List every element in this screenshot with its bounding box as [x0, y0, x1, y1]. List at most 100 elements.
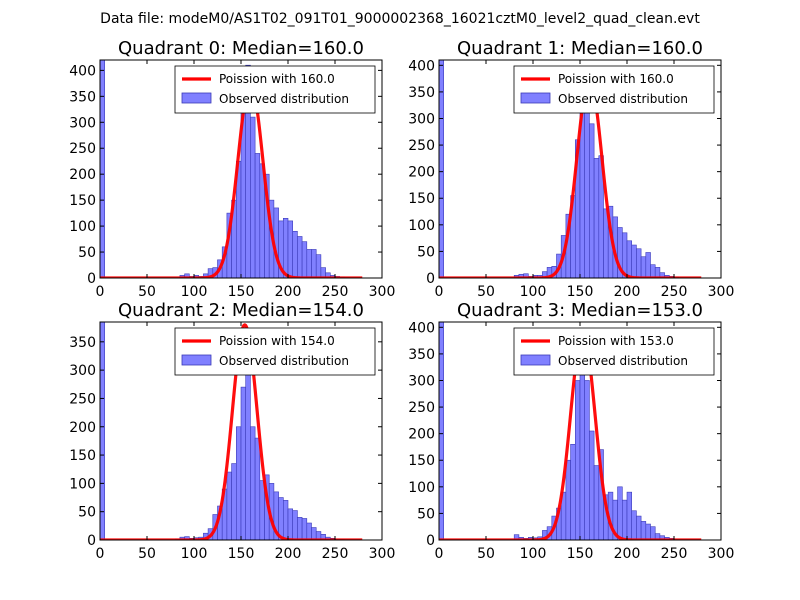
x-tick-label: 300 — [708, 546, 735, 562]
y-tick-label: 400 — [408, 58, 435, 74]
histogram-bar — [231, 463, 237, 540]
legend-poisson-label: Poission with 160.0 — [558, 72, 674, 86]
poisson-curve — [439, 331, 702, 540]
x-tick-label: 0 — [435, 284, 444, 300]
histogram-bar — [301, 241, 308, 278]
y-tick-label: 400 — [408, 320, 435, 336]
legend: Poission with 153.0 Observed distribution — [513, 327, 715, 376]
y-tick-label: 50 — [78, 245, 96, 261]
histogram-bar — [226, 471, 232, 540]
y-tick-label: 0 — [87, 271, 96, 287]
x-tick-label: 200 — [614, 546, 641, 562]
y-tick-label: 50 — [417, 244, 435, 260]
legend-box — [513, 65, 715, 114]
histogram-bar — [254, 437, 261, 540]
histogram-bar — [626, 240, 632, 278]
histogram-bar — [245, 364, 251, 540]
x-tick-label: 300 — [369, 546, 396, 562]
histogram-bar — [282, 218, 289, 278]
y-tick-label: 200 — [69, 167, 96, 183]
histogram-bar — [100, 60, 105, 278]
y-tick-label: 350 — [69, 335, 96, 351]
x-tick-label: 150 — [228, 546, 255, 562]
histogram-bar — [311, 249, 317, 278]
legend: Poission with 154.0 Observed distribution — [174, 327, 376, 376]
x-tick-label: 200 — [275, 546, 302, 562]
x-tick-label: 150 — [567, 284, 594, 300]
panel-quadrant-0: 0 50 100 150 200 250 300 0 50 100 150 200 250 300 350 4… — [69, 38, 395, 300]
y-tick-label: 150 — [69, 193, 96, 209]
y-tick-label: 350 — [69, 89, 96, 105]
x-tick-label: 300 — [369, 284, 396, 300]
plot-content — [439, 60, 702, 278]
x-tick-label: 0 — [96, 546, 105, 562]
histogram-bar — [439, 60, 444, 278]
x-tick-label: 50 — [477, 284, 495, 300]
histogram-bar — [650, 526, 656, 540]
figure-suptitle: Data file: modeM0/AS1T02_091T01_90000023… — [100, 11, 700, 27]
y-tick-label: 150 — [408, 453, 435, 469]
x-tick-label: 250 — [322, 284, 349, 300]
histogram-bar — [282, 500, 289, 540]
histogram-bar — [631, 244, 637, 278]
histogram-bar — [636, 248, 642, 278]
histogram-bar — [306, 522, 312, 540]
histogram-bar — [593, 465, 600, 540]
panel-title: Quadrant 0: Median=160.0 — [118, 38, 364, 59]
poisson-curve — [100, 81, 363, 278]
histogram-bar — [579, 358, 585, 540]
x-tick-label: 250 — [322, 546, 349, 562]
y-tick-label: 300 — [408, 111, 435, 127]
legend-box — [174, 327, 376, 376]
histogram-bar — [640, 521, 647, 540]
plot-content — [100, 322, 363, 540]
legend-box — [513, 327, 715, 376]
histogram-bar — [100, 322, 105, 540]
legend-poisson-label: Poission with 160.0 — [219, 72, 335, 86]
x-tick-label: 250 — [661, 284, 688, 300]
histogram-bar — [439, 322, 444, 540]
histogram-bar — [584, 380, 590, 540]
histogram-bar — [250, 426, 256, 540]
histogram-bar — [593, 158, 600, 278]
histogram-bar — [287, 508, 293, 540]
histogram-bar — [645, 523, 651, 540]
histogram-bar — [631, 510, 637, 540]
y-tick-label: 250 — [408, 138, 435, 154]
y-tick-label: 350 — [408, 85, 435, 101]
x-tick-label: 250 — [661, 546, 688, 562]
histogram-bar — [184, 273, 190, 278]
y-tick-label: 100 — [408, 480, 435, 496]
panel-title: Quadrant 3: Median=153.0 — [457, 300, 703, 321]
legend-observed-swatch — [181, 92, 212, 104]
x-tick-label: 150 — [228, 284, 255, 300]
x-tick-label: 100 — [181, 284, 208, 300]
histogram-bar — [650, 264, 656, 278]
legend-observed-label: Observed distribution — [219, 354, 349, 368]
panel-title: Quadrant 2: Median=154.0 — [118, 300, 364, 321]
panels-container: 0 50 100 150 200 250 300 0 50 100 150 200 250 300 350 4… — [69, 38, 734, 562]
y-tick-label: 50 — [417, 506, 435, 522]
x-tick-label: 150 — [567, 546, 594, 562]
x-tick-label: 300 — [708, 284, 735, 300]
x-tick-label: 200 — [614, 284, 641, 300]
histogram-bar — [236, 426, 242, 540]
legend: Poission with 160.0 Observed distribution — [513, 65, 715, 114]
y-tick-label: 200 — [408, 427, 435, 443]
y-tick-label: 250 — [69, 141, 96, 157]
y-tick-label: 350 — [408, 347, 435, 363]
histogram-bar — [254, 153, 261, 278]
histogram-bar — [311, 527, 317, 540]
y-tick-label: 150 — [408, 191, 435, 207]
y-tick-label: 200 — [408, 165, 435, 181]
histogram-bar — [626, 491, 632, 540]
y-tick-label: 150 — [69, 448, 96, 464]
y-tick-label: 100 — [69, 219, 96, 235]
histogram-bar — [640, 256, 647, 278]
x-tick-label: 200 — [275, 284, 302, 300]
x-tick-label: 100 — [181, 546, 208, 562]
histogram-bar — [645, 252, 651, 278]
histogram-bar — [621, 499, 628, 540]
histogram-bar — [297, 517, 303, 540]
